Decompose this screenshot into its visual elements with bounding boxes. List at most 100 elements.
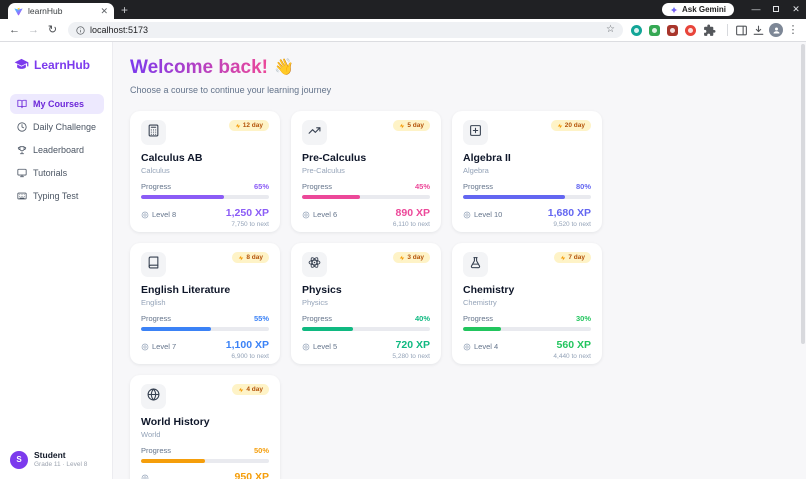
profile-avatar[interactable] [769, 23, 783, 37]
level-row: Level 6 [302, 210, 337, 219]
progress-bar-fill [302, 327, 354, 331]
new-tab-button[interactable]: + [121, 3, 129, 17]
xp-block: 1,100 XP 6,900 to next [226, 339, 269, 360]
trending-up-icon [302, 120, 327, 145]
extension-icon[interactable] [685, 24, 696, 36]
extensions-row [631, 24, 716, 37]
browser-tab[interactable]: learnHub ✕ [8, 3, 114, 19]
course-title: Physics [302, 284, 342, 296]
progress-percent: 40% [414, 314, 430, 323]
progress-bar [141, 327, 269, 331]
page-title: Welcome back! 👋 [130, 56, 806, 80]
keyboard-icon [17, 191, 27, 201]
progress-bar-fill [141, 195, 225, 199]
welcome-text: Welcome back! [130, 57, 268, 78]
extension-icon[interactable] [631, 24, 642, 36]
progress-row: Progress 80% [463, 182, 591, 191]
app-logo[interactable]: LearnHub [10, 57, 104, 72]
lightning-icon [399, 123, 405, 129]
streak-label: 7 day [568, 254, 585, 261]
course-card-physics[interactable]: 3 day Physics Physics Progress 40% Level… [291, 243, 441, 364]
extension-icon[interactable] [649, 24, 660, 36]
level-icon [302, 343, 310, 351]
level-icon [141, 474, 149, 479]
sidebar-item-my-courses[interactable]: My Courses [10, 94, 104, 114]
course-title: World History [141, 416, 210, 428]
xp-block: 950 XP [235, 471, 269, 479]
level-icon [141, 343, 149, 351]
toolbar-divider [727, 24, 728, 36]
window-close-button[interactable]: ✕ [792, 4, 800, 14]
level-label: Level 10 [474, 210, 503, 219]
level-row [141, 474, 152, 479]
progress-percent: 50% [253, 446, 269, 455]
sidebar-item-label: Typing Test [33, 191, 79, 201]
side-panel-icon[interactable] [735, 24, 748, 37]
streak-badge: 4 day [232, 384, 269, 395]
streak-label: 4 day [246, 386, 263, 393]
course-subject: Chemistry [463, 298, 497, 307]
course-card-algebra-ii[interactable]: 20 day Algebra II Algebra Progress 80% L… [452, 111, 602, 232]
back-button[interactable]: ← [9, 23, 20, 36]
progress-percent: 30% [575, 314, 591, 323]
xp-to-next: 6,110 to next [392, 220, 430, 228]
tab-strip: learnHub ✕ + Ask Gemini — ✕ [0, 0, 806, 19]
browser-menu-icon[interactable]: ⋮ [787, 23, 799, 36]
card-footer: Level 10 1,680 XP 9,520 to next [463, 207, 591, 228]
card-footer: 950 XP [141, 471, 269, 479]
level-label: Level 7 [152, 342, 177, 351]
sidebar-user[interactable]: S Student Grade 11 · Level 8 [10, 450, 87, 469]
ask-gemini-label: Ask Gemini [681, 5, 726, 14]
tab-close-icon[interactable]: ✕ [100, 5, 108, 16]
window-maximize-button[interactable] [766, 0, 786, 19]
page-subtitle: Choose a course to continue your learnin… [130, 85, 332, 95]
calculator-icon [141, 120, 166, 145]
card-header: 5 day [302, 120, 430, 145]
course-card-pre-calculus[interactable]: 5 day Pre-Calculus Pre-Calculus Progress… [291, 111, 441, 232]
progress-bar [141, 459, 269, 463]
user-meta: Grade 11 · Level 8 [34, 460, 88, 468]
card-footer: Level 8 1,250 XP 7,750 to next [141, 207, 269, 228]
progress-label: Progress [302, 182, 333, 191]
course-card-calculus-ab[interactable]: 12 day Calculus AB Calculus Progress 65%… [130, 111, 280, 232]
page-content: LearnHub My Courses Daily Challenge Lead… [0, 42, 806, 479]
sidebar-item-label: My Courses [33, 99, 85, 109]
ask-gemini-button[interactable]: Ask Gemini [661, 3, 734, 16]
progress-row: Progress 40% [302, 314, 430, 323]
sidebar-item-leaderboard[interactable]: Leaderboard [10, 140, 104, 160]
progress-label: Progress [302, 314, 333, 323]
bookmark-star-icon[interactable]: ☆ [606, 24, 615, 35]
progress-bar [141, 195, 269, 199]
atom-icon [302, 252, 327, 277]
book-icon [141, 252, 166, 277]
streak-label: 5 day [407, 122, 424, 129]
extensions-puzzle-icon[interactable] [703, 24, 716, 37]
address-bar[interactable]: localhost:5173 ☆ [68, 22, 623, 38]
card-header: 8 day [141, 252, 269, 277]
level-label: Level 5 [313, 342, 338, 351]
sidebar-item-daily-challenge[interactable]: Daily Challenge [10, 117, 104, 137]
lightning-icon [399, 255, 405, 261]
course-subject: English [141, 298, 166, 307]
window-minimize-button[interactable]: — [751, 4, 761, 14]
sidebar-item-tutorials[interactable]: Tutorials [10, 163, 104, 183]
streak-badge: 3 day [393, 252, 430, 263]
streak-badge: 8 day [232, 252, 269, 263]
url-text: localhost:5173 [90, 25, 149, 35]
course-card-english-literature[interactable]: 8 day English Literature English Progres… [130, 243, 280, 364]
site-info-icon[interactable] [76, 25, 85, 35]
course-card-world-history[interactable]: 4 day World History World Progress 50% 9… [130, 375, 280, 479]
level-label: Level 8 [152, 210, 177, 219]
card-header: 4 day [141, 384, 269, 409]
streak-label: 3 day [407, 254, 424, 261]
scrollbar[interactable] [801, 44, 805, 344]
downloads-icon[interactable] [752, 24, 765, 37]
xp-value: 720 XP [395, 339, 430, 351]
flask-icon [463, 252, 488, 277]
forward-button[interactable]: → [28, 23, 39, 36]
card-header: 20 day [463, 120, 591, 145]
sidebar-item-typing-test[interactable]: Typing Test [10, 186, 104, 206]
extension-icon[interactable] [667, 24, 678, 36]
course-card-chemistry[interactable]: 7 day Chemistry Chemistry Progress 30% L… [452, 243, 602, 364]
reload-button[interactable]: ↻ [47, 23, 58, 36]
